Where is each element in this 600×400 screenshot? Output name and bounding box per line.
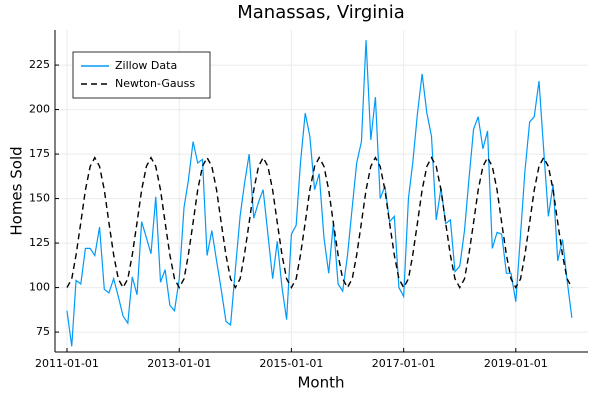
legend-label: Newton-Gauss — [115, 77, 195, 90]
y-axis-label: Homes Sold — [8, 146, 26, 235]
y-tick-label: 150 — [29, 192, 50, 205]
x-tick-label: 2017-01-01 — [372, 357, 436, 370]
x-tick-label: 2011-01-01 — [35, 357, 99, 370]
y-tick-label: 175 — [29, 147, 50, 160]
chart-title: Manassas, Virginia — [237, 2, 404, 23]
x-tick-label: 2019-01-01 — [484, 357, 548, 370]
y-tick-label: 100 — [29, 281, 50, 294]
y-tick-label: 225 — [29, 58, 50, 71]
x-tick-label: 2013-01-01 — [147, 357, 211, 370]
x-tick-label: 2015-01-01 — [259, 357, 323, 370]
y-tick-label: 200 — [29, 103, 50, 116]
x-axis-label: Month — [297, 374, 344, 392]
y-tick-label: 75 — [36, 325, 50, 338]
line — [66, 40, 573, 347]
legend-box — [72, 51, 211, 99]
legend-label: Zillow Data — [115, 59, 177, 72]
line — [66, 156, 573, 290]
y-tick-label: 125 — [29, 236, 50, 249]
